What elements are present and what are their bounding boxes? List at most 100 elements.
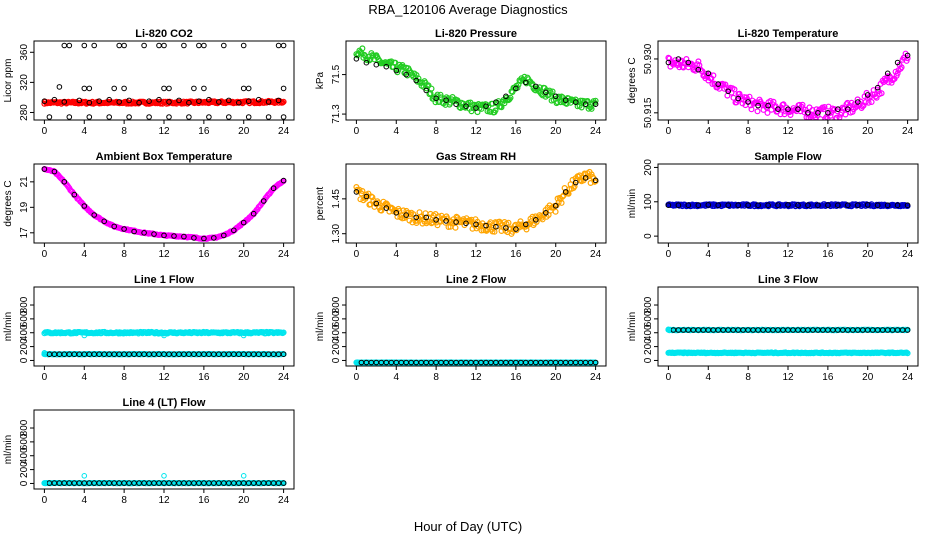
raw-point [432,99,439,106]
x-tick-label: 20 [550,372,562,383]
panel-title: Gas Stream RH [436,151,516,163]
data-point [51,96,58,103]
data-point [66,42,73,49]
data-point [161,85,167,92]
data-point [86,99,93,106]
panel-title: Line 4 (LT) Flow [123,397,206,409]
raw-point [549,88,556,95]
data-point [533,83,539,90]
panel-li-820-pressure: Li-820 Pressure 0 4 8 12 16 20 24 71.3 71.5 kPa [315,28,607,137]
raw-point [821,103,828,110]
data-point [81,473,88,479]
data-point [186,99,192,106]
data-point [201,235,207,242]
y-tick-label: 200 [19,338,30,355]
x-tick-label: 4 [81,372,87,383]
x-axis: 0 4 8 12 16 20 24 [354,243,602,260]
data-point [116,99,122,105]
data-point [592,101,599,107]
data-point [745,99,751,105]
series-avg-high [670,327,911,333]
panel-title: Li-820 Temperature [738,28,839,40]
x-axis: 0 4 8 12 16 20 24 [666,120,914,137]
y-tick-label: 17 [19,227,30,239]
x-tick-label: 16 [198,126,210,137]
raw-point [578,104,585,111]
x-tick-label: 16 [510,126,522,137]
raw-point [559,193,566,200]
y-tick-label: 400 [19,324,30,341]
data-point [61,42,68,49]
data-point [413,77,420,84]
raw-point [428,85,435,92]
y-axis-label: ml/min [3,435,14,464]
data-point [166,114,172,120]
raw-point [505,219,512,226]
data-point [161,332,167,339]
raw-point [781,111,788,118]
data-point [245,98,252,104]
y-tick-label: 71.3 [331,104,342,124]
data-point [255,96,262,103]
data-point [275,97,282,104]
raw-point [878,90,885,97]
data-point [775,106,781,112]
y-tick-label: 280 [19,104,30,121]
series-avg [353,56,599,111]
raw-point [553,100,560,107]
data-point [665,59,672,66]
data-point [715,81,722,87]
data-point [894,59,901,66]
raw-point [592,97,599,104]
data-point [592,177,599,184]
data-point [211,235,217,241]
series-avg-high [61,42,287,49]
raw-point [359,45,366,52]
raw-point [764,109,771,116]
raw-point [369,194,376,201]
plot-frame [345,286,607,367]
x-tick-label: 12 [782,249,794,260]
data-point [116,42,122,49]
raw-point [722,81,729,88]
y-tick-label: 200 [331,338,342,355]
data-point [835,106,841,112]
raw-point [588,105,595,112]
plot-area [41,328,287,358]
data-point [161,232,167,239]
data-point [280,42,287,49]
data-point [513,85,519,92]
data-point [51,168,58,175]
x-tick-label: 12 [158,495,170,506]
data-point [216,99,222,105]
panel-sample-flow: Sample Flow 0 4 8 12 16 20 24 0 100 200 ml/min [627,151,919,260]
series-avg [353,175,599,232]
data-point [226,97,232,104]
data-point [845,202,851,208]
y-axis-label: degrees C [3,180,14,226]
data-point [443,97,449,103]
raw-point [554,99,561,106]
data-point [523,221,529,228]
plot-area [353,359,599,366]
y-tick-label: 400 [19,447,30,464]
x-tick-label: 0 [354,372,360,383]
raw-point [777,111,784,118]
y-axis-label: ml/min [627,312,638,341]
y-axis-label: Licor ppm [3,59,14,103]
y-tick-label: 0 [643,233,654,239]
y-axis: 280 320 360 Licor ppm [3,44,34,121]
data-point [393,210,400,216]
raw-point [452,224,459,231]
data-point [41,480,48,486]
x-tick-label: 4 [393,372,399,383]
raw-point [517,218,524,225]
x-tick-label: 24 [590,249,602,260]
series-avg-mid [56,84,287,92]
raw-point [492,107,499,114]
data-point [141,230,147,236]
data-point [56,84,63,90]
x-tick-label: 12 [470,249,482,260]
data-point [413,214,420,221]
data-point [884,70,891,77]
